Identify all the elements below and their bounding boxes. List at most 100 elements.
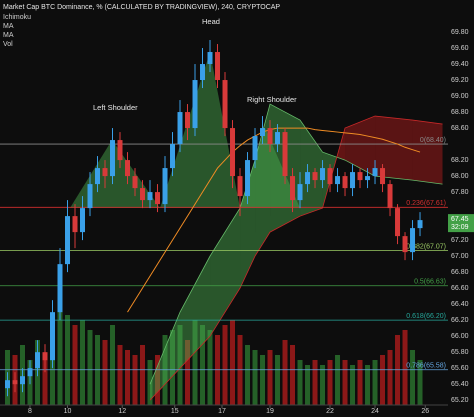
volume-bar bbox=[357, 360, 363, 405]
candle-body bbox=[267, 128, 273, 145]
volume-bar bbox=[132, 355, 138, 405]
candle-body bbox=[110, 140, 116, 177]
volume-bar bbox=[102, 340, 108, 405]
candle-body bbox=[72, 216, 78, 233]
volume-bar bbox=[200, 325, 206, 405]
candle-body bbox=[140, 188, 146, 201]
y-tick-label: 69.00 bbox=[451, 93, 469, 100]
volume-bar bbox=[57, 310, 63, 405]
fib-label: 0(68.40) bbox=[420, 137, 446, 144]
last-price-label: 67.45 bbox=[451, 216, 469, 223]
candle-body bbox=[117, 140, 123, 161]
candle-body bbox=[20, 376, 26, 385]
fib-label: 0.786(65.58) bbox=[406, 363, 446, 370]
candle-body bbox=[200, 64, 206, 81]
volume-bar bbox=[155, 355, 161, 405]
volume-bar bbox=[312, 360, 318, 405]
y-tick-label: 69.60 bbox=[451, 45, 469, 52]
candle-body bbox=[297, 184, 303, 201]
candle-body bbox=[222, 80, 228, 129]
cloud-segment bbox=[210, 208, 241, 337]
x-tick-label: 12 bbox=[118, 408, 126, 415]
y-tick-label: 66.40 bbox=[451, 301, 469, 308]
volume-bar bbox=[410, 350, 416, 405]
volume-bar bbox=[372, 360, 378, 405]
volume-bar bbox=[275, 355, 281, 405]
volume-bar bbox=[170, 330, 176, 405]
x-tick-label: 26 bbox=[421, 408, 429, 415]
volume-bar bbox=[297, 360, 303, 405]
candle-body bbox=[290, 176, 296, 201]
x-tick-label: 17 bbox=[218, 408, 226, 415]
candle-body bbox=[387, 184, 393, 209]
candle-body bbox=[357, 172, 363, 181]
candle-body bbox=[102, 168, 108, 177]
x-tick-label: 22 bbox=[326, 408, 334, 415]
candle-body bbox=[252, 136, 258, 161]
volume-bar bbox=[110, 325, 116, 405]
volume-bar bbox=[87, 330, 93, 405]
y-tick-label: 66.20 bbox=[451, 317, 469, 324]
volume-bar bbox=[147, 360, 153, 405]
fib-label: 0.236(67.61) bbox=[406, 200, 446, 207]
y-tick-label: 68.80 bbox=[451, 109, 469, 116]
candle-body bbox=[185, 112, 191, 129]
cloud-segment bbox=[240, 160, 256, 289]
candle-body bbox=[335, 176, 341, 185]
x-tick-label: 8 bbox=[28, 408, 32, 415]
candle-body bbox=[177, 112, 183, 145]
volume-bar bbox=[290, 345, 296, 405]
annotation: Left Shoulder bbox=[93, 103, 138, 112]
y-tick-label: 67.80 bbox=[451, 189, 469, 196]
candle-body bbox=[50, 312, 56, 361]
volume-bar bbox=[252, 350, 258, 405]
candle-body bbox=[192, 80, 198, 129]
candle-body bbox=[27, 368, 33, 377]
volume-bar bbox=[185, 340, 191, 405]
candle-body bbox=[95, 168, 101, 185]
x-tick-label: 19 bbox=[266, 408, 274, 415]
volume-bar bbox=[80, 320, 86, 405]
volume-bar bbox=[230, 320, 236, 405]
volume-bar bbox=[192, 320, 198, 405]
volume-bar bbox=[282, 340, 288, 405]
cloud-segment bbox=[180, 256, 211, 369]
volume-bar bbox=[72, 325, 78, 405]
candle-body bbox=[35, 352, 41, 369]
volume-bar bbox=[350, 365, 356, 405]
volume-bar bbox=[245, 345, 251, 405]
candle-body bbox=[417, 220, 423, 229]
candle-body bbox=[260, 128, 266, 137]
y-tick-label: 69.20 bbox=[451, 77, 469, 84]
fib-label: 0.5(66.63) bbox=[414, 279, 446, 286]
pattern-shape bbox=[240, 128, 300, 208]
y-tick-label: 68.20 bbox=[451, 157, 469, 164]
volume-bar bbox=[380, 355, 386, 405]
chart-title: Market Cap BTC Dominance, % (CALCULATED … bbox=[3, 4, 280, 11]
x-tick-label: 10 bbox=[64, 408, 72, 415]
legend-entry: MA bbox=[3, 23, 14, 30]
legend-entry: Vol bbox=[3, 41, 13, 48]
cloud-segment bbox=[412, 120, 443, 185]
plot-layer: 0(68.40) 0.236(67.61) 0.382(67.07) 0.5(66.6… bbox=[0, 40, 448, 401]
fib-label: 0.618(66.20) bbox=[406, 313, 446, 320]
volume-bar bbox=[335, 355, 341, 405]
cloud-segment bbox=[255, 104, 271, 257]
volume-bar bbox=[65, 315, 71, 405]
volume-bar bbox=[365, 365, 371, 405]
candle-body bbox=[65, 216, 71, 265]
candle-body bbox=[215, 52, 221, 81]
candle-body bbox=[402, 236, 408, 253]
candle-body bbox=[350, 172, 356, 189]
volume-bar bbox=[417, 360, 423, 405]
volume-bar bbox=[207, 330, 213, 405]
candle-body bbox=[410, 228, 416, 253]
candle-body bbox=[320, 168, 326, 181]
y-tick-label: 65.80 bbox=[451, 349, 469, 356]
y-tick-label: 66.00 bbox=[451, 333, 469, 340]
fib-label: 0.382(67.07) bbox=[406, 243, 446, 250]
annotation: Right Shoulder bbox=[247, 95, 297, 104]
volume-bar bbox=[267, 350, 273, 405]
legend-entry: Ichimoku bbox=[3, 14, 31, 21]
